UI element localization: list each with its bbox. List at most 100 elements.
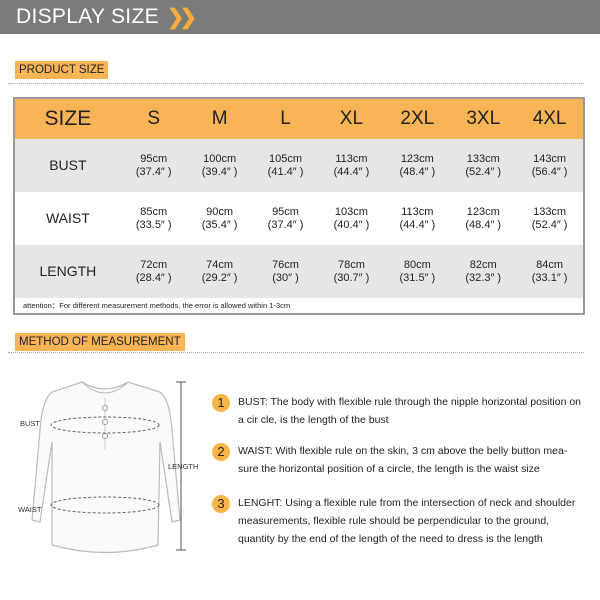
column-header: 2XL bbox=[384, 98, 451, 139]
table-cell: 80cm (31.5″ ) bbox=[384, 245, 451, 298]
row-label: BUST bbox=[14, 139, 121, 192]
header-title: DISPLAY SIZE bbox=[16, 5, 159, 28]
table-cell: 133cm (52.4″ ) bbox=[450, 139, 517, 192]
product-size-label: PRODUCT SIZE bbox=[15, 61, 109, 79]
step-number: 1 bbox=[212, 394, 230, 412]
column-header: L bbox=[252, 98, 319, 139]
column-header: SIZE bbox=[14, 98, 121, 139]
cm-value: 123cm bbox=[466, 205, 500, 218]
table-cell: 82cm (32.3″ ) bbox=[450, 245, 517, 298]
table-cell: 78cm (30.7″ ) bbox=[318, 245, 385, 298]
inch-value: (44.4″ ) bbox=[333, 165, 370, 178]
table-cell: 74cm (29.2″ ) bbox=[186, 245, 253, 298]
step-waist: 2 WAIST: With flexible rule on the skin, … bbox=[212, 442, 582, 478]
size-table: SIZE S M L XL 2XL 3XL 4XL BUST 95cm (37.4″ ) 100cm… bbox=[13, 97, 585, 315]
table-cell: 123cm (48.4″ ) bbox=[450, 192, 516, 245]
display-size-header: DISPLAY SIZE ❯❯ bbox=[0, 0, 600, 34]
column-header: S bbox=[120, 98, 187, 139]
cm-value: 113cm bbox=[401, 205, 434, 218]
table-cell: 123cm (48.4″ ) bbox=[384, 139, 451, 192]
cm-value: 95cm bbox=[272, 205, 299, 218]
cm-value: 105cm bbox=[269, 152, 303, 165]
cm-value: 72cm bbox=[140, 258, 168, 271]
step-text: BUST: The body with flexible rule throug… bbox=[238, 396, 582, 426]
cm-value: 133cm bbox=[466, 152, 500, 165]
inch-value: (41.4″ ) bbox=[267, 165, 304, 178]
table-cell: 143cm (56.4″ ) bbox=[516, 139, 584, 192]
table-cell: 113cm (44.4″ ) bbox=[384, 192, 450, 245]
column-header: XL bbox=[318, 98, 385, 139]
inch-value: (48.4″ ) bbox=[399, 165, 436, 178]
table-cell: 85cm (33.5″ ) bbox=[121, 192, 187, 245]
inch-value: (48.4″ ) bbox=[465, 218, 502, 231]
cm-value: 80cm bbox=[403, 258, 431, 271]
cm-value: 103cm bbox=[334, 205, 368, 218]
step-number: 2 bbox=[212, 443, 230, 461]
row-label: LENGTH bbox=[14, 245, 121, 298]
waist-diagram-label: WAIST bbox=[18, 505, 42, 514]
method-label: METHOD OF MEASUREMENT bbox=[15, 333, 185, 351]
inch-value: (52.4″ ) bbox=[531, 218, 568, 231]
inch-value: (37.4″ ) bbox=[135, 165, 172, 178]
length-diagram-label: LENGTH bbox=[168, 462, 199, 471]
cm-value: 123cm bbox=[400, 152, 434, 165]
table-cell: 72cm (28.4″ ) bbox=[120, 245, 187, 298]
shirt-diagram-icon bbox=[31, 381, 186, 554]
table-row-waist: WAIST 85cm (33.5″ ) 90cm (35.4″ ) 95cm (37.4″ … bbox=[14, 192, 584, 245]
bust-diagram-label: BUST bbox=[20, 419, 41, 428]
cm-value: 84cm bbox=[536, 258, 564, 271]
inch-value: (44.4″ ) bbox=[399, 218, 436, 231]
inch-value: (33.1″ ) bbox=[531, 271, 568, 284]
cm-value: 82cm bbox=[469, 258, 497, 271]
inch-value: (56.4″ ) bbox=[531, 165, 568, 178]
cm-value: 133cm bbox=[533, 205, 567, 218]
column-header: 4XL bbox=[516, 98, 584, 139]
inch-value: (40.4″ ) bbox=[333, 218, 370, 231]
table-cell: 76cm (30″ ) bbox=[252, 245, 319, 298]
attention-note: attention：For different measurement meth… bbox=[14, 298, 584, 314]
row-label: WAIST bbox=[45, 210, 90, 226]
table-cell: 103cm (40.4″ ) bbox=[318, 192, 384, 245]
double-chevron-right-icon: ❯❯ bbox=[166, 5, 197, 29]
inch-value: (52.4″ ) bbox=[465, 165, 502, 178]
table-row-length: LENGTH 72cm (28.4″ ) 74cm (29.2″ ) 76cm (30″ )… bbox=[14, 245, 584, 298]
inch-value: (32.3″ ) bbox=[465, 271, 502, 284]
inch-value: (28.4″ ) bbox=[135, 271, 172, 284]
column-header: M bbox=[186, 98, 253, 139]
inch-value: (35.4″ ) bbox=[201, 218, 238, 231]
cm-value: 143cm bbox=[533, 152, 567, 165]
table-cell: 95cm (37.4″ ) bbox=[253, 192, 319, 245]
inch-value: (29.2″ ) bbox=[201, 271, 238, 284]
table-cell: 90cm (35.4″ ) bbox=[187, 192, 253, 245]
cm-value: 76cm bbox=[272, 258, 299, 271]
table-row-bust: BUST 95cm (37.4″ ) 100cm (39.4″ ) 105cm (41.4″… bbox=[14, 139, 584, 192]
cm-value: 74cm bbox=[206, 258, 234, 271]
step-length: 3 LENGHT: Using a flexible rule from the … bbox=[212, 494, 582, 548]
step-number: 3 bbox=[212, 495, 230, 513]
step-text: LENGHT: Using a flexible rule from the i… bbox=[238, 497, 576, 545]
step-bust: 1 BUST: The body with flexible rule throu… bbox=[212, 393, 582, 429]
table-cell: 113cm (44.4″ ) bbox=[318, 139, 385, 192]
inch-value: (30″ ) bbox=[272, 271, 299, 284]
inch-value: (37.4″ ) bbox=[267, 218, 304, 231]
inch-value: (33.5″ ) bbox=[135, 218, 172, 231]
divider bbox=[8, 83, 584, 84]
cm-value: 95cm bbox=[140, 152, 168, 165]
column-header: 3XL bbox=[450, 98, 517, 139]
table-cell: 105cm (41.4″ ) bbox=[252, 139, 319, 192]
step-text: WAIST: With flexible rule on the skin, 3… bbox=[238, 445, 568, 475]
inch-value: (31.5″ ) bbox=[399, 271, 436, 284]
cm-value: 85cm bbox=[140, 205, 168, 218]
table-header-row: SIZE S M L XL 2XL 3XL 4XL bbox=[14, 98, 584, 139]
table-cell: 95cm (37.4″ ) bbox=[120, 139, 187, 192]
table-cell: 100cm (39.4″ ) bbox=[186, 139, 253, 192]
inch-value: (30.7″ ) bbox=[333, 271, 370, 284]
cm-value: 113cm bbox=[335, 152, 368, 165]
divider bbox=[8, 352, 584, 353]
inch-value: (39.4″ ) bbox=[201, 165, 238, 178]
cm-value: 90cm bbox=[206, 205, 234, 218]
table-cell: 133cm (52.4″ ) bbox=[516, 192, 584, 245]
cm-value: 100cm bbox=[203, 152, 237, 165]
table-cell: 84cm (33.1″ ) bbox=[516, 245, 584, 298]
cm-value: 78cm bbox=[337, 258, 365, 271]
